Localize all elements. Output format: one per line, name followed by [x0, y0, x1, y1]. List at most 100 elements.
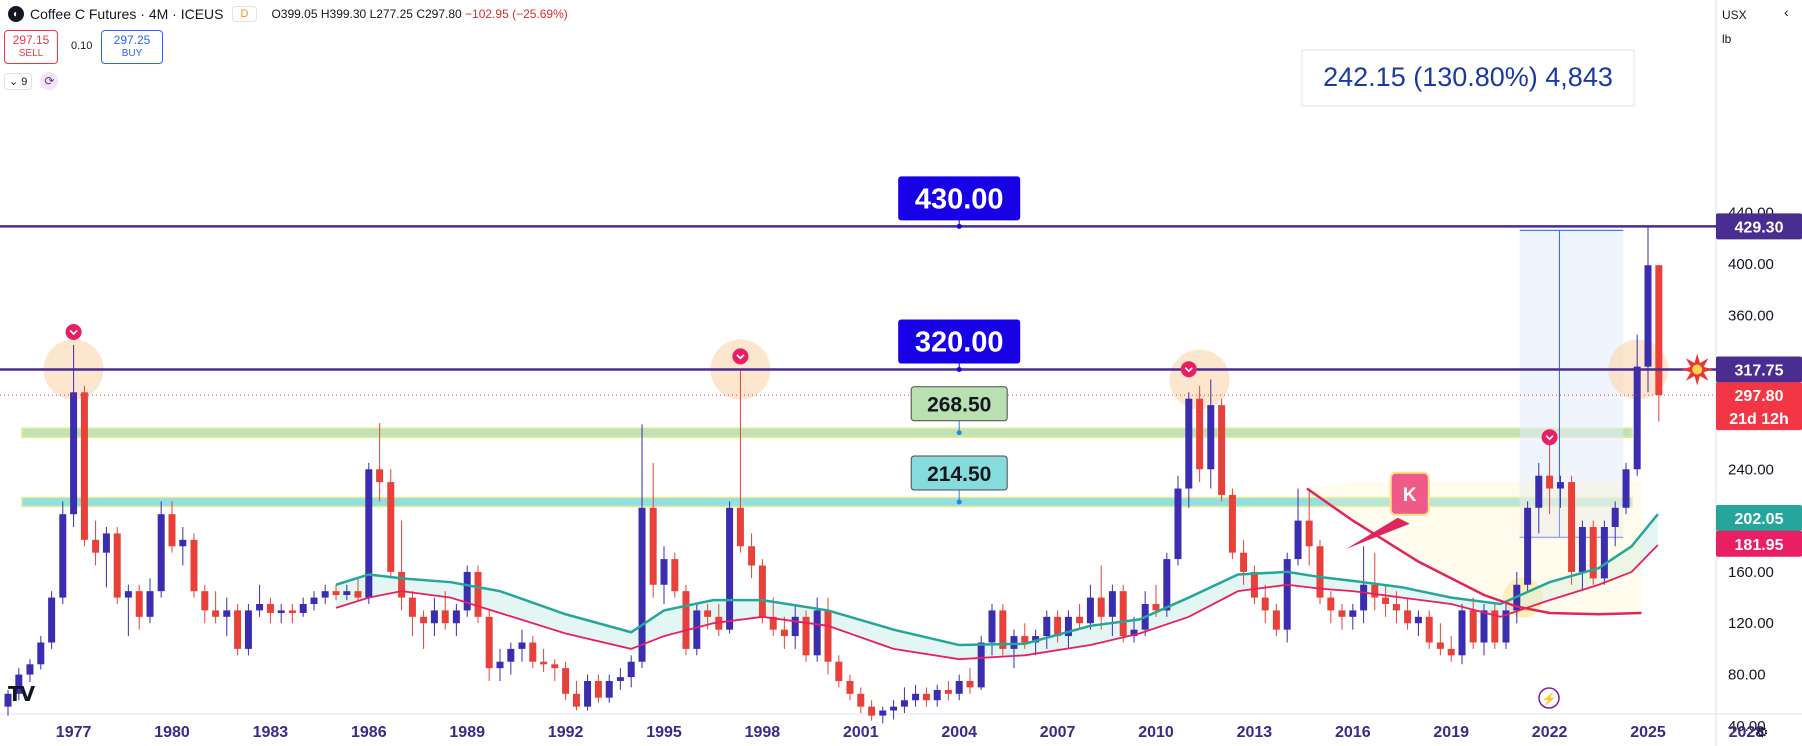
- candle: [649, 462, 657, 598]
- candle: [299, 597, 307, 617]
- candle: [26, 659, 34, 683]
- x-tick-label: 2016: [1335, 724, 1371, 741]
- candle: [365, 462, 373, 604]
- candle: [1382, 584, 1390, 617]
- candle: [758, 559, 766, 624]
- x-tick-label: 1995: [646, 724, 682, 741]
- candle-body: [682, 591, 690, 649]
- candle: [1414, 610, 1422, 637]
- candle: [452, 603, 460, 637]
- x-tick-label: 1980: [154, 724, 190, 741]
- candle-body: [529, 642, 537, 662]
- candle: [146, 578, 154, 624]
- candle-body: [1327, 597, 1335, 611]
- delayed-badge[interactable]: D: [231, 6, 258, 22]
- candle: [1535, 462, 1543, 534]
- candle: [1447, 636, 1455, 662]
- candle-body: [1546, 475, 1554, 489]
- candle-body: [1086, 597, 1094, 624]
- candle-body: [1447, 648, 1455, 656]
- candle: [1611, 501, 1619, 547]
- candle-body: [474, 571, 482, 617]
- level-label-text: 430.00: [915, 183, 1004, 215]
- candle-body: [223, 610, 231, 617]
- candle: [1283, 552, 1291, 643]
- buy-label: BUY: [121, 48, 143, 59]
- indicators-toggle[interactable]: ⌄ 9: [4, 72, 33, 90]
- candle: [955, 674, 963, 701]
- indicator-count: 9: [21, 75, 28, 88]
- candle-body: [1305, 520, 1313, 547]
- settings-gear-icon[interactable]: ⚙: [1756, 724, 1769, 740]
- x-tick-label: 1983: [253, 724, 289, 741]
- candle-body: [791, 616, 799, 637]
- peak-marker-icon: [65, 323, 82, 340]
- unit-label[interactable]: lb: [1722, 32, 1732, 46]
- chevron-down-icon: [1545, 435, 1554, 441]
- low-value: L277.25: [369, 7, 413, 21]
- candle-body: [890, 706, 898, 711]
- candle-body: [748, 546, 756, 566]
- x-tick-label: 2010: [1138, 724, 1174, 741]
- k-callout-pointer: [1346, 517, 1410, 549]
- y-tick-label: 360.00: [1728, 307, 1774, 324]
- buy-button[interactable]: 297.25 BUY: [101, 30, 163, 64]
- candle: [70, 344, 78, 528]
- candle: [1207, 379, 1215, 489]
- ema-slow-line: [335, 544, 1659, 661]
- candle-body: [113, 533, 121, 598]
- candle: [562, 661, 570, 701]
- candle: [420, 610, 428, 649]
- candle: [922, 687, 930, 707]
- candle-body: [387, 482, 395, 572]
- candle-body: [955, 680, 963, 694]
- candle-body: [1316, 546, 1324, 598]
- candle: [135, 584, 143, 630]
- collapse-icon[interactable]: ‹: [1784, 4, 1789, 20]
- candle: [102, 527, 110, 588]
- candle: [507, 642, 515, 675]
- symbol-name[interactable]: Coffee C Futures: [30, 6, 137, 22]
- sell-button[interactable]: 297.15 SELL: [4, 30, 58, 64]
- zone-band: [21, 496, 1633, 508]
- candle-body: [1196, 398, 1204, 470]
- candle-body: [1644, 265, 1652, 367]
- candle: [496, 648, 504, 681]
- flash-icon: [1538, 687, 1560, 709]
- candle-body: [190, 539, 198, 592]
- chart-header: ◐ Coffee C Futures · 4M · ICEUS D O399.0…: [0, 0, 568, 28]
- candle-body: [824, 610, 832, 662]
- x-tick-label: 2025: [1630, 724, 1666, 741]
- peak-marker-icon: [1541, 429, 1558, 446]
- candle: [693, 603, 701, 656]
- candle-body: [518, 642, 526, 649]
- x-tick-label: 2028: [1729, 724, 1765, 741]
- tradingview-logo: TV: [8, 682, 35, 706]
- refresh-icon[interactable]: ⟳: [40, 72, 59, 90]
- currency-label[interactable]: USX: [1722, 8, 1747, 22]
- candle: [1655, 264, 1663, 422]
- candle: [736, 369, 744, 553]
- candle-body: [59, 514, 67, 598]
- candle-body: [1054, 616, 1062, 637]
- candle-body: [660, 559, 668, 585]
- candle-body: [1119, 591, 1127, 637]
- candle-body: [1371, 584, 1379, 598]
- candle-body: [1360, 584, 1368, 611]
- interval-label[interactable]: 4M: [148, 6, 169, 22]
- candle: [277, 603, 285, 624]
- candle: [999, 603, 1007, 656]
- candle-body: [1404, 610, 1412, 624]
- candle-body: [813, 610, 821, 656]
- zone-label-text: 268.50: [927, 394, 991, 417]
- candle-body: [1294, 520, 1302, 560]
- candle: [59, 501, 67, 604]
- candle-body: [944, 689, 952, 694]
- candle: [4, 689, 12, 716]
- candle-body: [168, 514, 176, 547]
- candle-body: [179, 539, 187, 547]
- candle: [1316, 539, 1324, 604]
- y-tick-label: 120.00: [1728, 615, 1774, 632]
- candle-body: [321, 591, 329, 598]
